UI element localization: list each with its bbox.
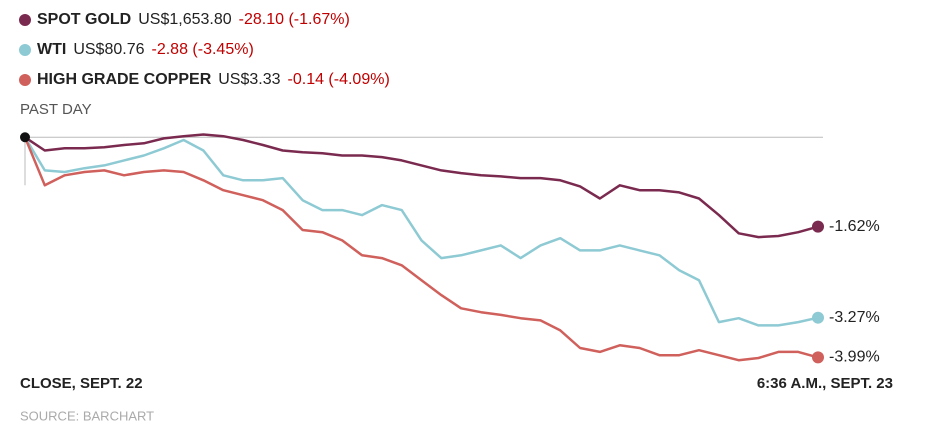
legend-marker [19, 14, 31, 26]
legend-change: -0.14 (-4.09%) [288, 71, 390, 88]
legend-price: US$3.33 [218, 71, 280, 88]
legend-marker [19, 44, 31, 56]
legend-change: -28.10 (-1.67%) [239, 11, 350, 28]
series-line [23, 136, 819, 362]
legend-name: SPOT GOLD [37, 11, 131, 28]
legend-name: WTI [37, 41, 66, 58]
source: SOURCE: BARCHART [20, 408, 154, 423]
end-marker [812, 220, 824, 233]
end-marker [812, 351, 824, 364]
legend-entry: WTI US$80.76 -2.88 (-3.45%) [37, 41, 254, 58]
legend-marker [19, 74, 31, 86]
legend-entry: HIGH GRADE COPPER US$3.33 -0.14 (-4.09%) [37, 71, 390, 88]
series-line [23, 136, 819, 327]
value-label: -1.62% [829, 218, 880, 235]
series-line [24, 133, 819, 239]
legend-price: US$1,653.80 [138, 11, 232, 28]
end-marker [812, 311, 824, 324]
legend-name: HIGH GRADE COPPER [37, 71, 212, 88]
legend-change: -2.88 (-3.45%) [152, 41, 254, 58]
legend-price: US$80.76 [73, 41, 144, 58]
x-start-label: CLOSE, SEPT. 22 [20, 375, 143, 392]
x-end-label: 6:36 A.M., SEPT. 23 [757, 375, 893, 392]
value-label: -3.27% [829, 309, 880, 326]
value-label: -3.99% [829, 349, 880, 366]
start-marker [20, 132, 30, 143]
chart-subtitle: PAST DAY [20, 101, 92, 118]
legend-entry: SPOT GOLD US$1,653.80 -28.10 (-1.67%) [37, 11, 350, 28]
